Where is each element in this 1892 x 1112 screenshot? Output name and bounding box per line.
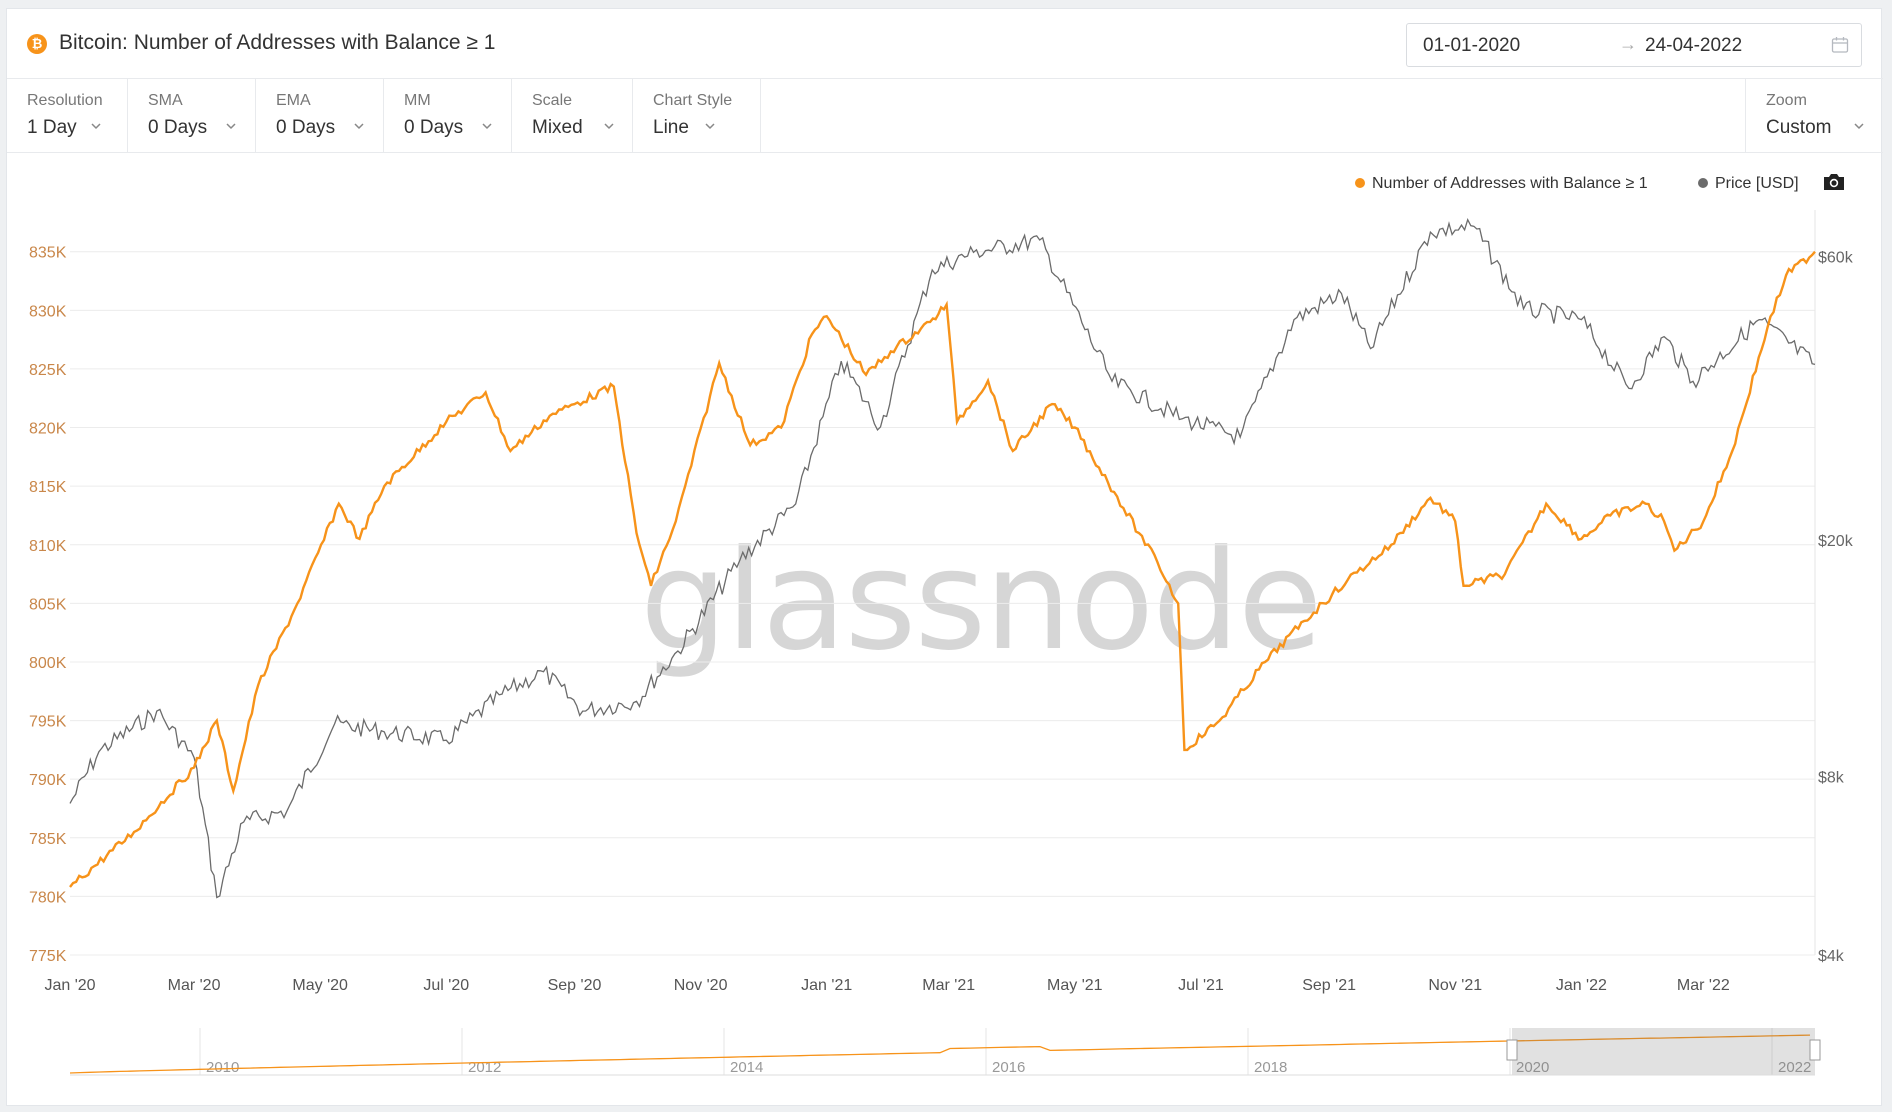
mm-dropdown[interactable]: MM 0 Days bbox=[384, 79, 512, 153]
legend-item-addresses[interactable]: Number of Addresses with Balance ≥ 1 bbox=[1355, 175, 1648, 193]
legend-label-addresses: Number of Addresses with Balance ≥ 1 bbox=[1372, 175, 1648, 192]
chart-title: Bitcoin: Number of Addresses with Balanc… bbox=[59, 31, 496, 54]
ema-dropdown[interactable]: EMA 0 Days bbox=[256, 79, 384, 153]
sma-value: 0 Days bbox=[148, 117, 208, 138]
chevron-down-icon bbox=[354, 123, 364, 130]
resolution-dropdown[interactable]: Resolution 1 Day bbox=[7, 79, 128, 153]
chevron-down-icon bbox=[705, 123, 715, 130]
legend-item-price[interactable]: Price [USD] bbox=[1698, 175, 1799, 193]
date-start-input[interactable]: 01-01-2020 bbox=[1423, 35, 1521, 56]
sma-label: SMA bbox=[148, 92, 183, 109]
camera-icon[interactable] bbox=[1822, 171, 1846, 193]
zoom-dropdown[interactable]: Zoom Custom bbox=[1745, 79, 1883, 153]
watermark: glassnode bbox=[640, 520, 1323, 681]
scale-dropdown[interactable]: Scale Mixed bbox=[512, 79, 633, 153]
chart-style-label: Chart Style bbox=[653, 92, 733, 109]
chevron-down-icon bbox=[91, 123, 101, 130]
chevron-down-icon bbox=[604, 123, 614, 130]
legend-marker-addresses bbox=[1355, 178, 1365, 188]
resolution-label: Resolution bbox=[27, 92, 103, 109]
date-range-picker[interactable]: 01-01-2020 → 24-04-2022 bbox=[1406, 23, 1862, 67]
ema-value: 0 Days bbox=[276, 117, 336, 138]
chart-style-value: Line bbox=[653, 117, 689, 138]
chevron-down-icon bbox=[1854, 123, 1864, 130]
scale-value: Mixed bbox=[532, 117, 583, 138]
date-end-input[interactable]: 24-04-2022 bbox=[1645, 35, 1743, 56]
zoom-value: Custom bbox=[1766, 117, 1832, 138]
chart-header: ₿ Bitcoin: Number of Addresses with Bala… bbox=[7, 9, 1883, 79]
zoom-label: Zoom bbox=[1766, 92, 1807, 109]
mm-value: 0 Days bbox=[404, 117, 464, 138]
chevron-down-icon bbox=[482, 123, 492, 130]
legend-marker-price bbox=[1698, 178, 1708, 188]
chart-style-dropdown[interactable]: Chart Style Line bbox=[633, 79, 761, 153]
legend-label-price: Price [USD] bbox=[1715, 175, 1799, 192]
chevron-down-icon bbox=[226, 123, 236, 130]
mm-label: MM bbox=[404, 92, 431, 109]
arrow-right-icon: → bbox=[1619, 34, 1637, 54]
resolution-value: 1 Day bbox=[27, 117, 77, 138]
ema-label: EMA bbox=[276, 92, 311, 109]
bitcoin-icon: ₿ bbox=[27, 34, 47, 54]
calendar-icon[interactable] bbox=[1831, 36, 1849, 54]
chart-controls: Resolution 1 Day SMA 0 Days EMA 0 Days M… bbox=[7, 79, 1883, 153]
scale-label: Scale bbox=[532, 92, 573, 109]
sma-dropdown[interactable]: SMA 0 Days bbox=[128, 79, 256, 153]
